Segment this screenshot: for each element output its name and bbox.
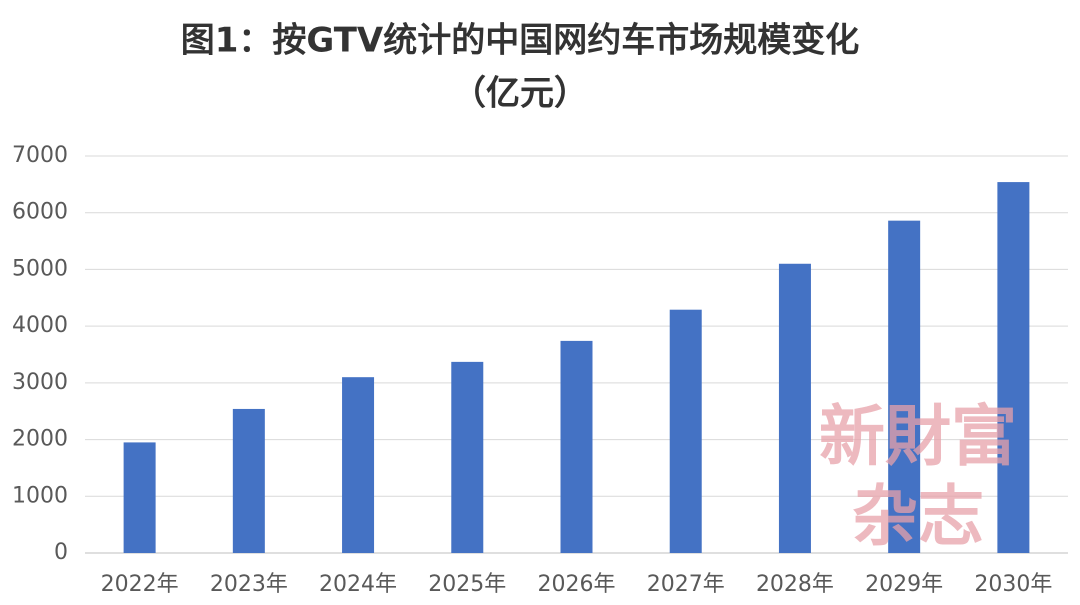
x-tick-label: 2030年 <box>974 572 1052 597</box>
bar <box>997 182 1030 554</box>
bar <box>342 377 375 553</box>
x-tick-label: 2024年 <box>319 572 397 597</box>
bar <box>451 361 484 553</box>
x-tick-label: 2022年 <box>101 572 179 597</box>
bar <box>560 340 593 553</box>
bar <box>123 442 156 553</box>
y-tick-label: 5000 <box>12 256 68 281</box>
bar <box>888 220 921 553</box>
y-tick-label: 6000 <box>12 200 68 225</box>
y-tick-label: 3000 <box>12 370 68 395</box>
x-tick-label: 2028年 <box>756 572 834 597</box>
watermark: 杂志 <box>852 477 984 555</box>
x-tick-label: 2027年 <box>647 572 725 597</box>
chart-subtitle: （亿元） <box>452 74 588 114</box>
x-tick-label: 2023年 <box>210 572 288 597</box>
y-tick-label: 0 <box>54 540 68 565</box>
bar <box>669 309 702 553</box>
bar <box>778 263 811 553</box>
x-tick-label: 2025年 <box>428 572 506 597</box>
watermark: 新財富 <box>819 397 1017 475</box>
y-tick-label: 2000 <box>12 427 68 452</box>
chart-title: 图1：按GTV统计的中国网约车市场规模变化 <box>181 21 859 61</box>
bar <box>232 408 265 553</box>
y-tick-label: 1000 <box>12 483 68 508</box>
x-tick-label: 2029年 <box>865 572 943 597</box>
y-tick-label: 7000 <box>12 143 68 168</box>
x-tick-label: 2026年 <box>538 572 616 597</box>
y-tick-label: 4000 <box>12 313 68 338</box>
